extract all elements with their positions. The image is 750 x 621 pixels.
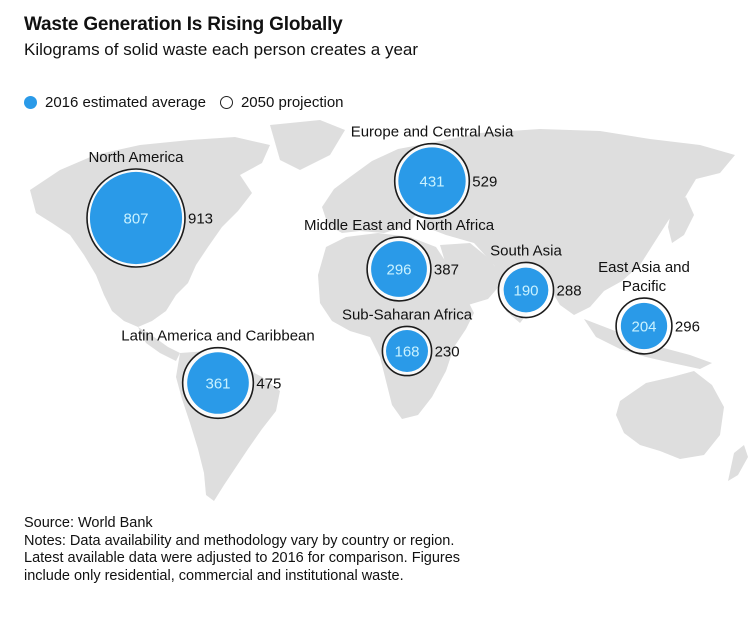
value-2050-label: 288 bbox=[557, 283, 582, 300]
methodology-note: Notes: Data availability and methodology… bbox=[24, 532, 461, 584]
legend-hollow-label: 2050 projection bbox=[240, 94, 344, 111]
value-2016-label: 190 bbox=[513, 283, 538, 300]
land-greenland bbox=[270, 120, 345, 170]
value-2050-label: 529 bbox=[472, 174, 497, 191]
bubble-layer: 807 913 North America 431 529 Europe and Cent… bbox=[86, 124, 700, 420]
estimate-2016-circle bbox=[620, 302, 668, 350]
estimate-2016-circle bbox=[503, 267, 549, 313]
value-2050-label: 913 bbox=[188, 211, 213, 228]
legend-filled-circle-icon bbox=[24, 96, 37, 109]
bubble-south-asia: 190 288 South Asia bbox=[490, 242, 582, 319]
world-map: 807 913 North America 431 529 Europe and Cent… bbox=[30, 120, 748, 501]
chart-footer: Source: World Bank Notes: Data availabil… bbox=[24, 515, 464, 585]
chart-subtitle: Kilograms of solid waste each person cre… bbox=[24, 40, 419, 59]
legend: 2016 estimated average 2050 projection bbox=[24, 94, 344, 111]
land-arabia bbox=[440, 243, 502, 305]
value-2016-label: 204 bbox=[631, 319, 656, 336]
value-2016-label: 431 bbox=[419, 174, 444, 191]
estimate-2016-circle bbox=[371, 241, 427, 297]
land-central-america bbox=[138, 327, 180, 361]
value-2016-label: 361 bbox=[205, 376, 230, 393]
source-note: Source: World Bank bbox=[24, 515, 153, 531]
value-2016-label: 168 bbox=[394, 344, 419, 361]
value-2016-label: 296 bbox=[386, 262, 411, 279]
bubble-north-america: 807 913 North America bbox=[86, 149, 213, 268]
legend-hollow-circle-icon bbox=[219, 96, 233, 109]
region-name-label: Pacific bbox=[622, 278, 667, 295]
region-name-label: Europe and Central Asia bbox=[351, 124, 514, 141]
bubble-sub-saharan-africa: 168 230 Sub-Saharan Africa bbox=[342, 306, 473, 377]
land-japan bbox=[668, 197, 694, 243]
bubble-latin-america-and-caribbean: 361 475 Latin America and Caribbean bbox=[121, 328, 315, 420]
region-name-label: North America bbox=[88, 149, 184, 166]
value-2016-label: 807 bbox=[123, 211, 148, 228]
region-name-label: Latin America and Caribbean bbox=[121, 328, 314, 345]
value-2050-label: 296 bbox=[675, 319, 700, 336]
land-africa bbox=[318, 233, 474, 419]
legend-filled-label: 2016 estimated average bbox=[45, 94, 206, 111]
region-name-label: East Asia and bbox=[598, 259, 690, 276]
land-asia bbox=[420, 129, 735, 323]
region-name-label: Sub-Saharan Africa bbox=[342, 306, 473, 323]
estimate-2016-circle bbox=[89, 171, 183, 265]
estimate-2016-circle bbox=[385, 329, 429, 373]
land-new-zealand bbox=[728, 445, 748, 481]
bubble-europe-and-central-asia: 431 529 Europe and Central Asia bbox=[351, 124, 514, 220]
value-2050-label: 387 bbox=[434, 262, 459, 279]
bubble-east-asia-and-pacific: 204 296 East Asia and Pacific bbox=[598, 259, 700, 355]
chart-title: Waste Generation Is Rising Globally bbox=[24, 14, 343, 35]
estimate-2016-circle bbox=[187, 352, 249, 414]
estimate-2016-circle bbox=[398, 147, 466, 215]
bubble-middle-east-and-north-africa: 296 387 Middle East and North Africa bbox=[304, 217, 495, 302]
land-australia bbox=[616, 371, 724, 459]
region-name-label: South Asia bbox=[490, 242, 562, 259]
region-name-label: Middle East and North Africa bbox=[304, 217, 495, 234]
value-2050-label: 230 bbox=[435, 344, 460, 361]
value-2050-label: 475 bbox=[256, 376, 281, 393]
